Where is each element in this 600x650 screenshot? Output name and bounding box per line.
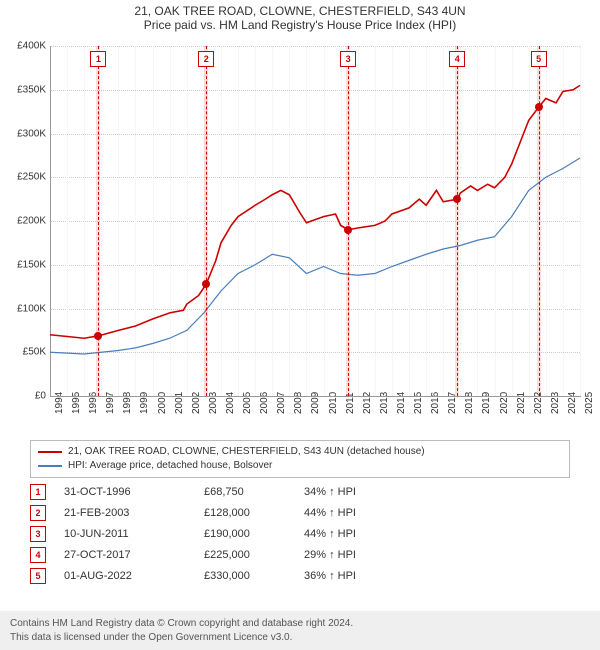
sale-marker-number: 2 [198, 51, 214, 67]
transaction-price: £330,000 [204, 566, 304, 587]
sale-marker-line [98, 46, 99, 396]
sale-marker-dot [94, 332, 102, 340]
transaction-date: 31-OCT-1996 [64, 482, 204, 503]
transaction-date: 21-FEB-2003 [64, 503, 204, 524]
y-axis-label: £200K [0, 216, 46, 227]
sale-marker-line [539, 46, 540, 396]
transaction-price: £190,000 [204, 524, 304, 545]
sale-marker-dot [344, 226, 352, 234]
transaction-pct: 36% ↑ HPI [304, 566, 464, 587]
y-axis-label: £250K [0, 172, 46, 183]
legend-swatch-price [38, 451, 62, 453]
chart-lines-svg [50, 46, 580, 396]
transaction-price: £128,000 [204, 503, 304, 524]
transaction-date: 10-JUN-2011 [64, 524, 204, 545]
transaction-pct: 44% ↑ HPI [304, 503, 464, 524]
sale-marker-dot [535, 103, 543, 111]
y-axis-label: £300K [0, 128, 46, 139]
transaction-price: £68,750 [204, 482, 304, 503]
title-line2: Price paid vs. HM Land Registry's House … [0, 18, 600, 32]
sale-marker-line [457, 46, 458, 396]
title-block: 21, OAK TREE ROAD, CLOWNE, CHESTERFIELD,… [0, 0, 600, 32]
chart-container: 21, OAK TREE ROAD, CLOWNE, CHESTERFIELD,… [0, 0, 600, 650]
transaction-number: 3 [30, 526, 46, 542]
legend-row-hpi: HPI: Average price, detached house, Bols… [38, 459, 562, 473]
series-price_paid [50, 85, 580, 338]
sale-marker-line [206, 46, 207, 396]
legend-label-price: 21, OAK TREE ROAD, CLOWNE, CHESTERFIELD,… [68, 445, 425, 459]
transaction-number: 5 [30, 568, 46, 584]
series-hpi [50, 158, 580, 354]
legend-row-price: 21, OAK TREE ROAD, CLOWNE, CHESTERFIELD,… [38, 445, 562, 459]
transaction-date: 01-AUG-2022 [64, 566, 204, 587]
transaction-row: 5 01-AUG-2022£330,00036% ↑ HPI [30, 566, 570, 587]
transaction-row: 4 27-OCT-2017£225,00029% ↑ HPI [30, 545, 570, 566]
legend-label-hpi: HPI: Average price, detached house, Bols… [68, 459, 272, 473]
sale-marker-number: 5 [531, 51, 547, 67]
footer-line1: Contains HM Land Registry data © Crown c… [10, 617, 590, 631]
transaction-price: £225,000 [204, 545, 304, 566]
sale-marker-number: 1 [90, 51, 106, 67]
transaction-pct: 29% ↑ HPI [304, 545, 464, 566]
legend-swatch-hpi [38, 465, 62, 467]
transaction-row: 3 10-JUN-2011£190,00044% ↑ HPI [30, 524, 570, 545]
y-axis-label: £400K [0, 41, 46, 52]
y-axis-label: £150K [0, 259, 46, 270]
sale-marker-dot [202, 280, 210, 288]
y-axis-label: £100K [0, 303, 46, 314]
transaction-pct: 34% ↑ HPI [304, 482, 464, 503]
transaction-row: 2 21-FEB-2003£128,00044% ↑ HPI [30, 503, 570, 524]
sale-marker-number: 3 [340, 51, 356, 67]
transaction-date: 27-OCT-2017 [64, 545, 204, 566]
transaction-pct: 44% ↑ HPI [304, 524, 464, 545]
transaction-number: 4 [30, 547, 46, 563]
sale-marker-number: 4 [449, 51, 465, 67]
transactions-table: 1 31-OCT-1996£68,75034% ↑ HPI 2 21-FEB-2003… [30, 482, 570, 586]
x-axis-label: 2025 [584, 392, 595, 414]
transaction-number: 1 [30, 484, 46, 500]
sale-marker-dot [453, 195, 461, 203]
legend-box: 21, OAK TREE ROAD, CLOWNE, CHESTERFIELD,… [30, 440, 570, 478]
y-axis-label: £0 [0, 391, 46, 402]
title-line1: 21, OAK TREE ROAD, CLOWNE, CHESTERFIELD,… [0, 4, 600, 18]
footer-line2: This data is licensed under the Open Gov… [10, 631, 590, 645]
transaction-row: 1 31-OCT-1996£68,75034% ↑ HPI [30, 482, 570, 503]
sale-marker-line [348, 46, 349, 396]
transaction-number: 2 [30, 505, 46, 521]
y-axis-label: £50K [0, 347, 46, 358]
footer: Contains HM Land Registry data © Crown c… [0, 611, 600, 650]
y-axis-label: £350K [0, 84, 46, 95]
